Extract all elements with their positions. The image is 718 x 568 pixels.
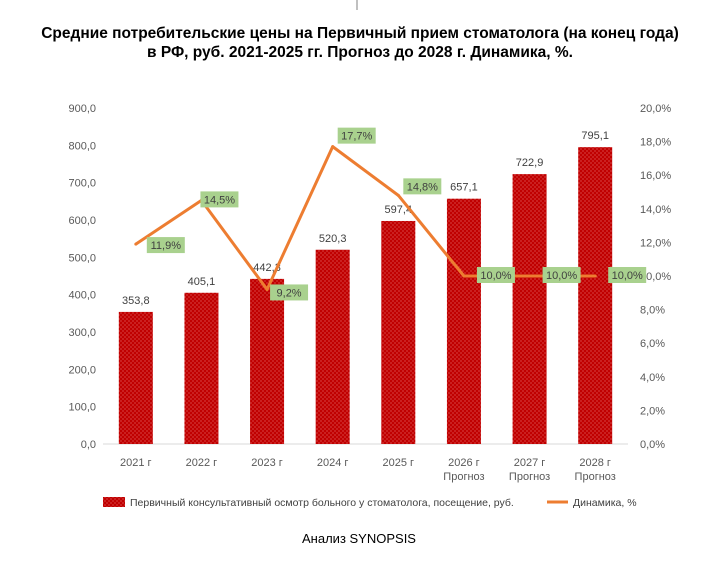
y-right-tick-label: 10,0%: [640, 271, 671, 283]
y-left-tick-label: 400,0: [68, 290, 96, 302]
y-left-tick-label: 900,0: [68, 103, 96, 115]
line-point: [265, 287, 269, 291]
line-point: [331, 145, 335, 149]
bar-data-label: 353,8: [122, 295, 150, 307]
bar: [578, 147, 613, 445]
y-right-tick-label: 16,0%: [640, 170, 671, 182]
dynamics-line: [134, 145, 596, 291]
line-data-label: 17,7%: [341, 131, 372, 143]
bar: [250, 278, 285, 444]
y-left-tick-label: 800,0: [68, 140, 96, 152]
line-data-label: 14,5%: [204, 194, 235, 206]
x-tick-label: 2024 г: [317, 457, 349, 469]
line-point: [593, 274, 597, 278]
y-left-tick-label: 700,0: [68, 178, 96, 190]
line-data-label: 10,0%: [480, 270, 511, 282]
bar-data-label: 722,9: [516, 157, 544, 169]
y-left-tick-label: 300,0: [68, 327, 96, 339]
line-label-box: [403, 178, 442, 195]
chart-title: Средние потребительские цены на Первичны…: [41, 25, 679, 61]
line-data-label: 14,8%: [407, 181, 438, 193]
line-label-box: [476, 267, 515, 283]
legend-bar-swatch: [103, 497, 125, 507]
source-note: Анализ SYNOPSIS: [302, 531, 416, 546]
bar-data-label: 657,1: [450, 182, 478, 194]
line-label-box: [337, 127, 376, 144]
line-label-box: [608, 267, 647, 283]
y-left-tick-label: 0,0: [81, 439, 96, 451]
line-point: [528, 274, 532, 278]
legend-bar-label: Первичный консультативный осмотр больног…: [130, 497, 514, 509]
x-tick-label: 2028 г: [579, 457, 611, 469]
line-data-label: 10,0%: [546, 270, 577, 282]
x-tick-label: 2027 г: [514, 457, 546, 469]
x-tick-label: 2026 г: [448, 457, 480, 469]
x-tick-label: 2021 г: [120, 457, 152, 469]
line-point: [462, 274, 466, 278]
line-point: [134, 242, 138, 246]
bar: [381, 220, 416, 444]
line-point: [396, 193, 400, 197]
y-left-tick-label: 200,0: [68, 364, 96, 376]
y-right-tick-label: 20,0%: [640, 103, 671, 115]
line-data-label: 10,0%: [612, 270, 643, 282]
x-tick-label: 2022 г: [186, 457, 218, 469]
y-right-tick-label: 6,0%: [640, 338, 665, 350]
x-tick-label: Прогноз: [509, 471, 550, 483]
bar: [446, 198, 481, 444]
y-right-tick-label: 8,0%: [640, 305, 665, 317]
x-tick-label: 2023 г: [251, 457, 283, 469]
y-left-tick-label: 500,0: [68, 252, 96, 264]
y-right-tick-label: 2,0%: [640, 405, 665, 417]
line-data-label: 11,9%: [151, 240, 182, 252]
bar-data-label: 795,1: [581, 130, 609, 142]
y-right-tick-label: 0,0%: [640, 439, 665, 451]
y-right-tick-label: 18,0%: [640, 137, 671, 149]
x-tick-label: 2025 г: [383, 457, 415, 469]
line-label-box: [542, 267, 581, 283]
bar: [512, 174, 547, 444]
legend-line-label: Динамика, %: [573, 497, 637, 509]
line-label-box: [270, 284, 309, 301]
y-left-tick-label: 600,0: [68, 215, 96, 227]
x-tick-label: Прогноз: [575, 471, 616, 483]
x-tick-label: Прогноз: [443, 471, 484, 483]
y-right-tick-label: 14,0%: [640, 204, 671, 216]
bar: [184, 292, 219, 444]
y-right-tick-label: 12,0%: [640, 237, 671, 249]
line-label-box: [146, 237, 185, 254]
bar-data-label: 597,4: [385, 204, 413, 216]
y-left-tick-label: 100,0: [68, 402, 96, 414]
bar: [118, 311, 153, 444]
bar: [315, 249, 350, 444]
line-label-box: [200, 191, 239, 208]
line-data-label: 9,2%: [277, 287, 302, 299]
y-right-tick-label: 4,0%: [640, 372, 665, 384]
bar-data-label: 405,1: [188, 276, 216, 288]
bar-data-label: 520,3: [319, 233, 347, 245]
